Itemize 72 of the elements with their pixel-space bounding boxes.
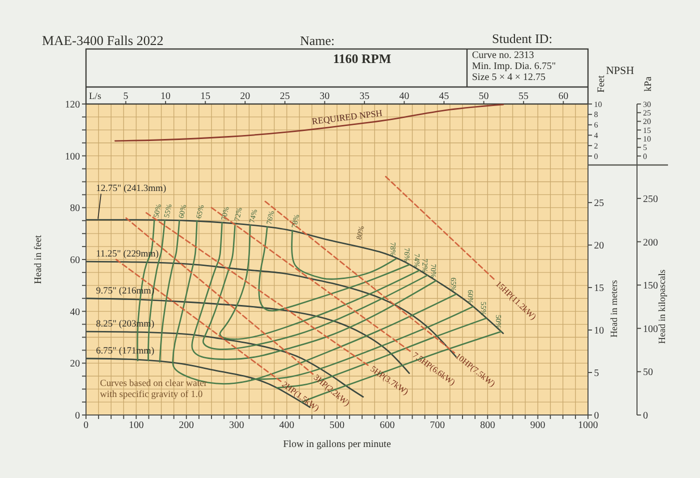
y2-tick-label: 25 — [643, 108, 651, 118]
y-tick-label: 8 — [594, 110, 598, 120]
y2-tick-label: 10 — [643, 134, 651, 144]
x-tick-label: 400 — [279, 420, 294, 432]
text: Name: — [300, 33, 335, 49]
x2-tick-label: 50 — [478, 91, 489, 102]
x-axis-title: Flow in gallons per minute — [283, 439, 392, 450]
y-tick-label: 40 — [70, 306, 80, 318]
y2-tick-label: 25 — [594, 198, 604, 210]
y2-tick-label: 15 — [643, 126, 651, 135]
y3-tick-label: 100 — [643, 324, 658, 335]
y-tick-label: 6 — [594, 120, 598, 130]
y-tick-label: 0 — [75, 410, 80, 422]
y-tick-label: 4 — [594, 131, 598, 140]
y-axis-title: Feet — [596, 75, 606, 93]
y-tick-label: 120 — [65, 100, 80, 111]
y-tick-label: 80 — [70, 203, 80, 214]
y3-tick-label: 250 — [643, 194, 658, 205]
x-tick-label: 500 — [330, 420, 344, 432]
y2-tick-label: 30 — [643, 100, 651, 109]
line-series — [258, 226, 410, 312]
x-tick-label: 800 — [480, 420, 496, 432]
x2-tick-label: 60 — [558, 91, 568, 102]
y-tick-label: 2 — [594, 141, 598, 150]
y2-tick-label: 5 — [643, 143, 647, 152]
y3-tick-label: 200 — [643, 237, 658, 248]
y-tick-label: 0 — [594, 152, 598, 161]
x2-tick-label: 35 — [359, 91, 370, 102]
x2-tick-label: 30 — [320, 91, 330, 102]
text: 12.75" (241.3mm) — [96, 184, 166, 194]
y2-tick-label: 0 — [643, 152, 647, 161]
text: Min. Imp. Dia. 6.75" — [472, 61, 556, 72]
y2-tick-label: 15 — [594, 283, 604, 294]
y2-tick-label: 20 — [643, 117, 651, 126]
x2-tick-label: 15 — [200, 91, 210, 102]
x-tick-label: 1000 — [578, 420, 598, 432]
y3-tick-label: 0 — [643, 410, 648, 422]
x-tick-label: 0 — [84, 420, 88, 432]
x-tick-label: 300 — [229, 420, 244, 432]
text: Student ID: — [492, 31, 552, 47]
x-tick-label: 100 — [128, 420, 144, 432]
y2-tick-label: 5 — [594, 368, 599, 380]
x2-tick-label: 40 — [399, 91, 410, 102]
y-tick-label: 10 — [594, 100, 602, 109]
text: REQUIRED NPSH — [311, 108, 384, 126]
x-tick-label: 600 — [380, 420, 395, 432]
y3-tick-label: 150 — [643, 280, 658, 292]
x2-axis-title: L/s — [89, 92, 102, 102]
text: NPSH — [606, 65, 634, 77]
line-series — [114, 104, 504, 142]
x-tick-label: 200 — [178, 420, 194, 432]
x2-tick-label: 5 — [123, 91, 128, 102]
chart-subtitle: 1160 RPM — [333, 51, 392, 66]
y2-axis-title: kPa — [642, 76, 654, 92]
x-tick-label: 700 — [430, 420, 445, 432]
text: Size 5 × 4 × 12.75 — [472, 72, 546, 84]
y-axis-title: Head in feet — [32, 234, 44, 284]
x2-tick-label: 20 — [240, 91, 250, 102]
y3-axis-title: Head in kilopascals — [658, 269, 668, 344]
y-tick-label: 100 — [65, 151, 80, 162]
x2-tick-label: 55 — [518, 91, 529, 102]
y3-tick-label: 50 — [643, 367, 653, 378]
y2-axis-title: Head in meters — [610, 280, 620, 338]
annotation: Curves based on clear water with specific gravity of 1.0 — [100, 379, 208, 401]
x2-tick-label: 45 — [439, 91, 450, 102]
x2-tick-label: 10 — [160, 91, 171, 102]
y-tick-label: 60 — [70, 255, 80, 266]
x-tick-label: 900 — [530, 420, 546, 432]
x2-tick-label: 25 — [280, 91, 290, 102]
chart-title: MAE-3400 Falls 2022 — [42, 33, 164, 49]
text: Curve no. 2313 — [472, 50, 534, 62]
y-tick-label: 20 — [70, 358, 80, 370]
